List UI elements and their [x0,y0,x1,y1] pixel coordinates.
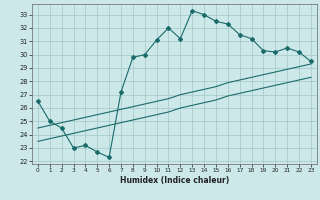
X-axis label: Humidex (Indice chaleur): Humidex (Indice chaleur) [120,176,229,185]
